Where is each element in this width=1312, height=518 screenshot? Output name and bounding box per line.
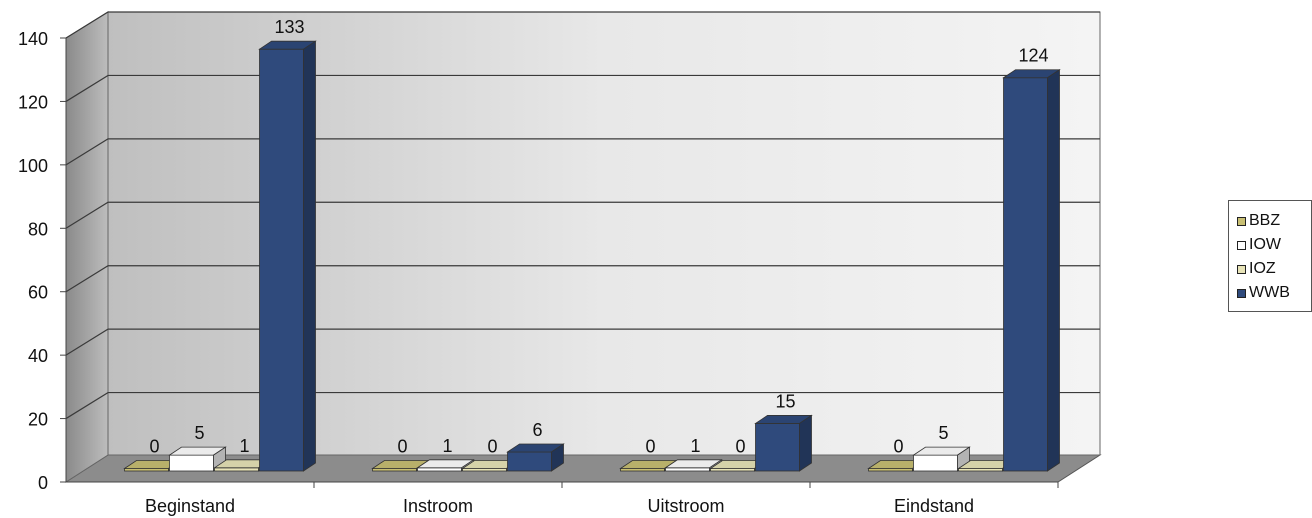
legend-item: IOZ bbox=[1237, 257, 1311, 281]
data-label: 5 bbox=[938, 423, 948, 443]
data-label: 0 bbox=[397, 437, 407, 457]
legend-swatch bbox=[1237, 288, 1246, 298]
bar bbox=[168, 446, 227, 472]
data-label: 0 bbox=[735, 437, 745, 457]
bar bbox=[1002, 68, 1061, 472]
legend-item: BBZ bbox=[1237, 209, 1311, 233]
legend: BBZ IOW IOZ WWB bbox=[1228, 200, 1312, 312]
bar bbox=[506, 443, 565, 472]
data-label: 0 bbox=[893, 437, 903, 457]
x-axis: Beginstand Instroom Uitstroom Eindstand bbox=[66, 481, 1059, 516]
legend-label: WWB bbox=[1249, 284, 1290, 301]
data-label: 133 bbox=[274, 17, 304, 37]
data-label: 15 bbox=[775, 391, 795, 411]
legend-label: IOW bbox=[1249, 236, 1281, 253]
legend-label: IOZ bbox=[1249, 260, 1276, 277]
back-wall bbox=[107, 11, 1101, 456]
bars bbox=[123, 40, 1061, 472]
y-tick-label: 80 bbox=[28, 219, 48, 239]
gridline bbox=[65, 328, 1100, 356]
gridline bbox=[65, 391, 1100, 420]
legend-swatch bbox=[1237, 240, 1246, 250]
bar bbox=[416, 459, 475, 472]
x-tick-label: Instroom bbox=[403, 496, 473, 516]
y-tick-label: 0 bbox=[38, 473, 48, 493]
x-tick-label: Beginstand bbox=[145, 496, 235, 516]
bar bbox=[754, 414, 813, 472]
y-tick-label: 100 bbox=[18, 156, 48, 176]
data-label: 0 bbox=[487, 437, 497, 457]
y-axis: 0 20 40 60 80 100 120 140 bbox=[18, 29, 67, 493]
x-tick-label: Eindstand bbox=[894, 496, 974, 516]
data-label: 1 bbox=[442, 436, 452, 456]
data-label: 124 bbox=[1018, 46, 1048, 66]
legend-label: BBZ bbox=[1249, 212, 1281, 229]
legend-item: IOW bbox=[1237, 233, 1311, 257]
x-tick-label: Uitstroom bbox=[647, 496, 724, 516]
data-label: 0 bbox=[645, 437, 655, 457]
y-tick-label: 140 bbox=[18, 29, 48, 49]
y-tick-label: 20 bbox=[28, 410, 48, 430]
y-tick-label: 120 bbox=[18, 92, 48, 112]
gridline bbox=[65, 11, 1100, 39]
data-label: 0 bbox=[149, 437, 159, 457]
legend-swatch bbox=[1237, 264, 1246, 274]
legend-item: WWB bbox=[1237, 281, 1311, 305]
data-label: 5 bbox=[194, 423, 204, 443]
gridline bbox=[65, 74, 1100, 102]
gridlines bbox=[65, 11, 1100, 420]
legend-swatch bbox=[1237, 216, 1246, 226]
bar bbox=[258, 40, 317, 472]
side-wall bbox=[65, 11, 109, 483]
data-label: 6 bbox=[532, 420, 542, 440]
gridline bbox=[65, 138, 1100, 166]
y-tick-label: 60 bbox=[28, 283, 48, 303]
gridline bbox=[65, 201, 1100, 229]
data-labels: 0 5 1 133 0 1 0 6 0 1 0 15 0 5 124 bbox=[149, 17, 1048, 456]
data-label: 1 bbox=[239, 436, 249, 456]
y-tick-label: 40 bbox=[28, 346, 48, 366]
data-label: 1 bbox=[690, 436, 700, 456]
gridline bbox=[65, 265, 1100, 293]
